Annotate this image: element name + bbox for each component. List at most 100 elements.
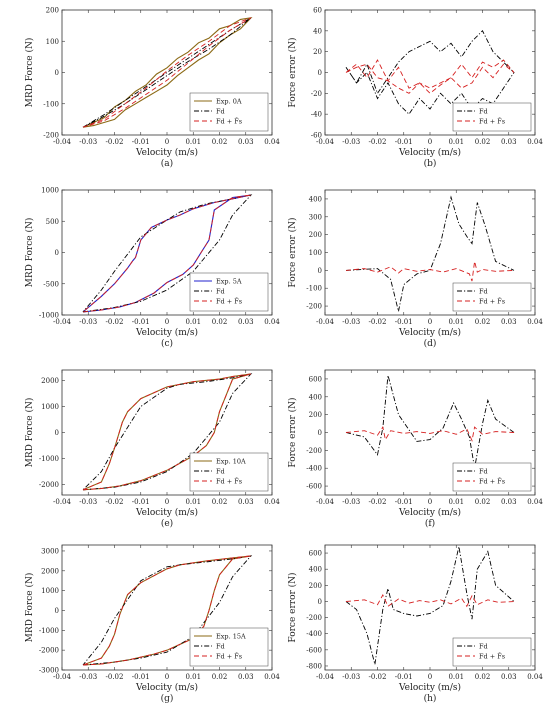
y-tick-label: 2000 <box>41 567 59 575</box>
legend-box <box>189 92 269 132</box>
panel-label: (f) <box>425 518 435 529</box>
y-tick-label: -200 <box>43 132 59 140</box>
x-tick-label: 0.01 <box>448 138 464 146</box>
legend-entry: Fd + F̂s <box>216 477 242 485</box>
series-line-g-1 <box>82 555 253 666</box>
legend-box <box>189 452 269 492</box>
y-tick-label: -20 <box>311 90 322 98</box>
y-tick-label: -600 <box>306 483 322 491</box>
series-line-e-1 <box>82 373 253 491</box>
y-tick-label: -200 <box>306 447 322 455</box>
x-tick-label: -0.03 <box>342 138 360 146</box>
x-axis-label: Velocity (m/s) <box>398 507 461 518</box>
x-tick-label: -0.01 <box>132 673 150 681</box>
y-tick-label: -60 <box>311 132 322 140</box>
y-tick-label: -3000 <box>39 667 59 675</box>
series-line-f-0 <box>345 375 515 469</box>
y-tick-label: 200 <box>309 411 322 419</box>
legend-entry: Fd <box>479 287 488 295</box>
x-tick-label: 0.04 <box>527 138 543 146</box>
y-tick-label: -1000 <box>39 627 59 635</box>
y-tick-label: -600 <box>306 646 322 654</box>
x-tick-label: 0.02 <box>212 673 228 681</box>
x-tick-label: 0.03 <box>238 498 254 506</box>
x-tick-label: -0.01 <box>395 318 413 326</box>
x-tick-label: 0 <box>428 673 432 681</box>
y-tick-label: 1000 <box>41 187 59 195</box>
x-tick-label: -0.01 <box>132 138 150 146</box>
x-tick-label: 0.03 <box>501 138 517 146</box>
y-tick-label: 0 <box>318 429 322 437</box>
x-axis-label: Velocity (m/s) <box>398 682 461 693</box>
y-tick-label: 1000 <box>41 587 59 595</box>
y-tick-label: -100 <box>306 285 322 293</box>
x-tick-label: 0.04 <box>527 318 543 326</box>
x-tick-label: 0.01 <box>448 318 464 326</box>
y-tick-label: 40 <box>313 27 322 35</box>
x-tick-label: 0.04 <box>264 498 280 506</box>
x-axis-label: Velocity (m/s) <box>135 682 198 693</box>
legend-f: Fd Fd + F̂s <box>452 462 532 492</box>
y-tick-label: 200 <box>309 231 322 239</box>
panel-h: -0.04 -0.03 -0.02 -0.01 0 0.01 0.02 0.03 0.04 -80… <box>287 544 543 704</box>
y-axis-label: Force error (N) <box>287 217 298 287</box>
legend-entry: Exp. 0A <box>216 97 242 105</box>
panel-label: (b) <box>424 158 437 169</box>
legend-box <box>452 462 532 492</box>
x-tick-label: -0.02 <box>106 673 124 681</box>
legend-entry: Fd + F̂s <box>216 652 242 660</box>
series-line-a-2 <box>82 17 252 128</box>
legend-box <box>452 282 532 312</box>
legend-entry: Exp. 10A <box>216 457 246 465</box>
x-tick-label: 0.02 <box>212 318 228 326</box>
legend-d: Fd Fd + F̂s <box>452 282 532 312</box>
y-tick-label: 600 <box>309 375 322 383</box>
y-tick-label: 500 <box>46 218 59 226</box>
y-tick-label: -2000 <box>39 647 59 655</box>
x-tick-label: -0.03 <box>79 673 97 681</box>
x-tick-label: 0.02 <box>475 498 491 506</box>
x-tick-label: 0.02 <box>212 498 228 506</box>
x-tick-label: -0.02 <box>106 318 124 326</box>
x-tick-label: 0.02 <box>475 318 491 326</box>
y-tick-label: -100 <box>43 100 59 108</box>
x-tick-label: -0.03 <box>342 318 360 326</box>
series-line-g-2 <box>82 555 252 666</box>
legend-entry: Fd <box>216 107 225 115</box>
x-tick-label: 0 <box>428 498 432 506</box>
y-axis-label: Force error (N) <box>287 37 298 107</box>
y-axis-label: MRD Force (N) <box>24 218 35 288</box>
x-tick-label: 0.03 <box>238 673 254 681</box>
x-tick-label: -0.02 <box>369 498 387 506</box>
series-line-d-0 <box>345 195 515 312</box>
panel-label: (e) <box>161 518 173 529</box>
panel-b: -0.04 -0.03 -0.02 -0.01 0 0.01 0.02 0.03 0.04 -60… <box>287 7 543 170</box>
x-tick-label: -0.03 <box>79 318 97 326</box>
x-tick-label: -0.01 <box>132 498 150 506</box>
panel-label: (a) <box>161 158 173 169</box>
y-tick-label: 0 <box>55 607 59 615</box>
y-tick-label: -800 <box>306 662 322 670</box>
x-tick-label: -0.02 <box>106 498 124 506</box>
x-tick-label: 0.03 <box>501 673 517 681</box>
x-tick-label: -0.04 <box>53 673 71 681</box>
y-tick-label: -1000 <box>39 455 59 463</box>
x-tick-label: -0.02 <box>369 673 387 681</box>
panel-e: -0.04 -0.03 -0.02 -0.01 0 0.01 0.02 0.03 0.04 -20… <box>24 369 280 529</box>
x-tick-label: -0.03 <box>342 498 360 506</box>
x-tick-label: 0.04 <box>264 673 280 681</box>
x-tick-label: -0.03 <box>342 673 360 681</box>
series-line-f-1 <box>345 425 515 442</box>
x-tick-label: 0.03 <box>501 498 517 506</box>
panel-a: -0.04 -0.03 -0.02 -0.01 0 0.01 0.02 0.03 0.04 -20… <box>24 7 280 170</box>
legend-entry: Fd <box>479 107 488 115</box>
y-axis-label: MRD Force (N) <box>24 38 35 108</box>
x-tick-label: -0.04 <box>53 138 71 146</box>
x-tick-label: -0.01 <box>395 138 413 146</box>
x-axis-label: Velocity (m/s) <box>398 327 461 338</box>
x-tick-label: 0.02 <box>475 138 491 146</box>
x-tick-label: -0.01 <box>132 318 150 326</box>
x-tick-label: -0.02 <box>369 318 387 326</box>
legend-h: Fd Fd + F̂s <box>452 637 532 667</box>
